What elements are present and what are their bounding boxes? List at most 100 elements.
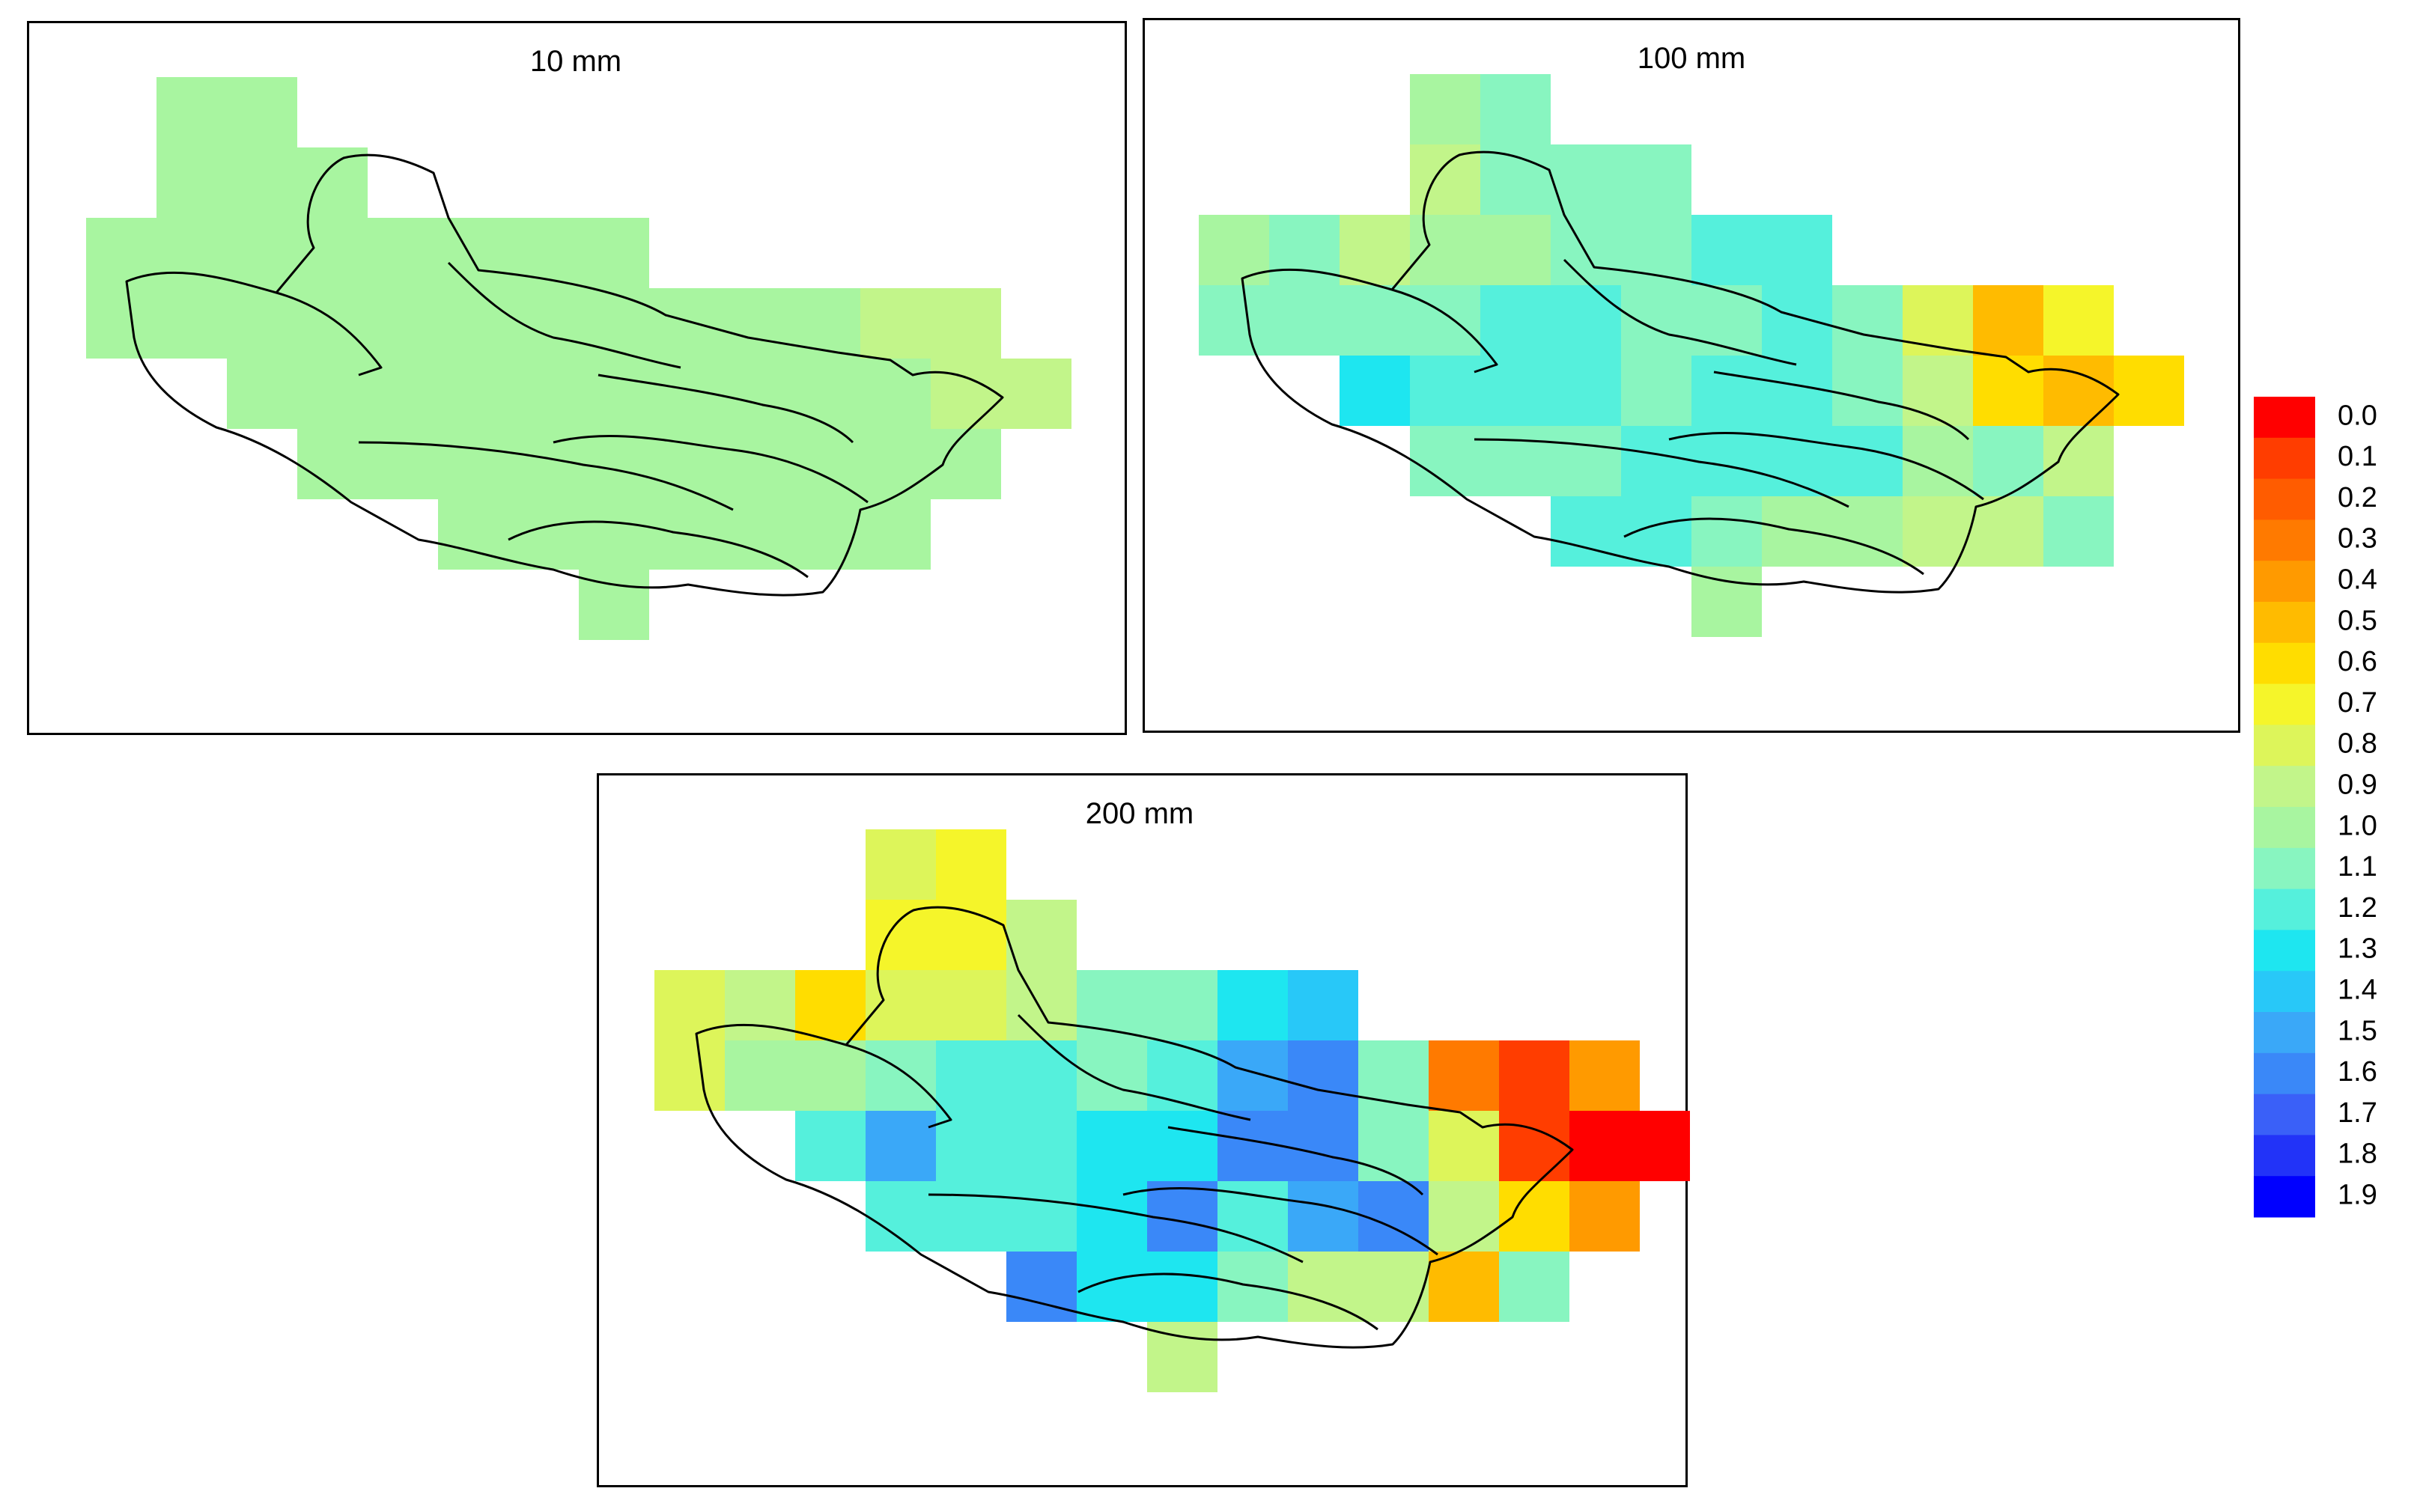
legend-label: 0.6 (2338, 646, 2377, 677)
heatmap-cell (297, 359, 368, 429)
heatmap-cell (368, 359, 438, 429)
heatmap-cell (1640, 1111, 1690, 1181)
legend-swatch (2254, 1052, 2315, 1095)
heatmap-cell (579, 570, 649, 640)
heatmap-cell (1288, 1111, 1358, 1181)
map-panel-200mm: 200 mm (597, 773, 1690, 1487)
watershed-boundary (1241, 150, 2120, 594)
watershed-boundary (598, 374, 854, 444)
map-panel-100mm: 100 mm (1143, 18, 2240, 733)
watershed-boundary (125, 153, 1004, 597)
heatmap-cell (1903, 285, 1973, 356)
heatmap-cell (508, 288, 579, 359)
heatmap-cell (1621, 215, 1691, 285)
heatmap-cell (438, 218, 508, 288)
heatmap-cell (368, 288, 438, 359)
heatmap-cell (1077, 1040, 1147, 1111)
heatmap-cell (1410, 285, 1480, 356)
heatmap-cell (866, 1111, 936, 1181)
heatmap-cell (790, 288, 860, 359)
heatmap-cell (1480, 74, 1551, 144)
heatmap-cell (1551, 215, 1621, 285)
heatmap-cell (1410, 215, 1480, 285)
heatmap-cell (156, 288, 227, 359)
heatmap-cell (1199, 285, 1269, 356)
heatmap-cell (1006, 900, 1077, 970)
watershed-boundary (1077, 1272, 1378, 1331)
heatmap-cell (1006, 1040, 1077, 1111)
heatmap-cell (2043, 356, 2114, 426)
heatmap-cell (866, 1181, 936, 1252)
watershed-boundary (1391, 288, 1498, 374)
legend-swatch (2254, 1012, 2315, 1054)
heatmap-cell (1480, 144, 1551, 215)
legend-label: 1.9 (2338, 1179, 2377, 1210)
heatmap-cell (936, 829, 1006, 900)
heatmap-10mm: 10 mm (86, 45, 1071, 640)
legend-label: 1.0 (2338, 810, 2377, 841)
legend-label: 0.7 (2338, 687, 2377, 719)
heatmap-cell (1410, 74, 1480, 144)
legend-swatch (2254, 847, 2315, 890)
heatmap-cell (866, 970, 936, 1040)
heatmap-cell (931, 288, 1001, 359)
heatmap-cell (156, 77, 227, 147)
heatmap-cell (720, 499, 790, 570)
legend-swatch (2254, 683, 2315, 725)
heatmap-cell (1006, 1252, 1077, 1322)
legend-swatch (2254, 766, 2315, 808)
watershed-boundary (1474, 438, 1849, 508)
watershed-boundary (1563, 258, 1797, 366)
watershed-boundary (553, 434, 869, 504)
panel-title: 200 mm (1086, 797, 1194, 830)
legend-swatch (2254, 725, 2315, 766)
panel-title: 10 mm (530, 45, 621, 78)
heatmap-100mm: 100 mm (1199, 42, 2184, 637)
heatmap-cell (1288, 1181, 1358, 1252)
heatmap-cell (654, 970, 725, 1040)
heatmap-cell (1288, 970, 1358, 1040)
heatmap-cell (1147, 1181, 1217, 1252)
legend-swatch (2254, 561, 2315, 603)
legend-label: 0.8 (2338, 728, 2377, 760)
legend-swatch (2254, 807, 2315, 849)
heatmap-cell (438, 288, 508, 359)
heatmap-cell (227, 218, 297, 288)
heatmap-cell (1499, 1181, 1569, 1252)
heatmap-cell (936, 1181, 1006, 1252)
legend-swatch (2254, 397, 2315, 439)
heatmap-cell (1762, 496, 1832, 567)
heatmap-cell (1499, 1111, 1569, 1181)
watershed-boundary (276, 291, 383, 377)
heatmap-cell (931, 359, 1001, 429)
heatmap-cell (508, 429, 579, 499)
heatmap-cell (508, 359, 579, 429)
legend-swatch (2254, 1094, 2315, 1135)
heatmap-cell (1691, 426, 1762, 496)
heatmap-cell (368, 218, 438, 288)
heatmap-cell (1340, 215, 1410, 285)
legend-swatch (2254, 971, 2315, 1013)
heatmap-cell (2043, 426, 2114, 496)
heatmap-cell (579, 429, 649, 499)
heatmap-cell (790, 429, 860, 499)
heatmap-cell (1832, 426, 1903, 496)
heatmap-cell (1410, 356, 1480, 426)
heatmap-cell (1691, 496, 1762, 567)
heatmap-cell (1551, 426, 1621, 496)
heatmap-cell (1569, 1040, 1640, 1111)
heatmap-cell (1006, 970, 1077, 1040)
heatmap-cell (1973, 285, 2043, 356)
legend-label: 1.8 (2338, 1138, 2377, 1170)
legend-label: 1.4 (2338, 974, 2377, 1005)
legend-label: 0.5 (2338, 605, 2377, 636)
color-legend: 0.0 0.1 0.2 0.3 0.4 0.5 0.6 0.7 0.8 0.9 1.0 1.1 1.2 1… (2254, 397, 2377, 1218)
heatmap-cell (1147, 1322, 1217, 1392)
heatmap-cell (156, 147, 227, 218)
heatmap-cell (1480, 215, 1551, 285)
heatmap-cell (227, 147, 297, 218)
watershed-boundary (845, 1043, 952, 1129)
heatmap-cell (2114, 356, 2184, 426)
panel-title: 100 mm (1638, 42, 1746, 75)
legend-swatch (2254, 437, 2315, 480)
